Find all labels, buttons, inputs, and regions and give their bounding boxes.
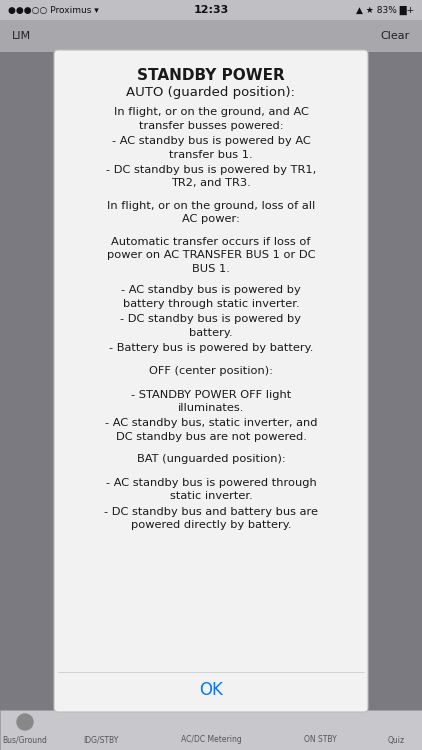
Text: - STANDBY POWER OFF light
illuminates.: - STANDBY POWER OFF light illuminates. [131, 389, 291, 413]
Text: STANDBY POWER: STANDBY POWER [137, 68, 285, 83]
Text: In flight, or on the ground, loss of all
AC power:: In flight, or on the ground, loss of all… [107, 201, 315, 224]
Circle shape [17, 714, 33, 730]
Text: Clear: Clear [381, 31, 410, 41]
Text: 12:33: 12:33 [193, 5, 229, 15]
Text: - AC standby bus is powered through
static inverter.: - AC standby bus is powered through stat… [106, 478, 316, 501]
Text: - Battery bus is powered by battery.: - Battery bus is powered by battery. [109, 344, 313, 353]
Text: - AC standby bus is powered by AC
transfer bus 1.: - AC standby bus is powered by AC transf… [112, 136, 310, 160]
Bar [0, 20, 422, 52]
Text: In flight, or on the ground, and AC
transfer busses powered:: In flight, or on the ground, and AC tran… [114, 107, 308, 130]
FancyBboxPatch shape [54, 50, 368, 712]
Text: ▲ ★ 83% █+: ▲ ★ 83% █+ [356, 5, 414, 14]
Text: AUTO (guarded position):: AUTO (guarded position): [127, 86, 295, 99]
Text: - DC standby bus is powered by TR1,
TR2, and TR3.: - DC standby bus is powered by TR1, TR2,… [106, 165, 316, 188]
Text: - DC standby bus and battery bus are
powered directly by battery.: - DC standby bus and battery bus are pow… [104, 506, 318, 530]
Text: BAT (unguarded position):: BAT (unguarded position): [137, 454, 285, 464]
Text: OK: OK [199, 681, 223, 699]
Text: AC/DC Metering: AC/DC Metering [181, 736, 241, 745]
Bar [0, 710, 422, 750]
Text: Bus/Ground: Bus/Ground [3, 736, 47, 745]
Text: IDG/STBY: IDG/STBY [83, 736, 119, 745]
Text: - DC standby bus is powered by
battery.: - DC standby bus is powered by battery. [121, 314, 301, 338]
Text: Quiz: Quiz [387, 736, 405, 745]
Text: - AC standby bus, static inverter, and
DC standby bus are not powered.: - AC standby bus, static inverter, and D… [105, 419, 317, 442]
Text: OFF (center position):: OFF (center position): [149, 366, 273, 376]
Text: Automatic transfer occurs if loss of
power on AC TRANSFER BUS 1 or DC
BUS 1.: Automatic transfer occurs if loss of pow… [107, 237, 315, 274]
Text: LIM: LIM [12, 31, 31, 41]
Text: ON STBY: ON STBY [303, 736, 336, 745]
Text: - AC standby bus is powered by
battery through static inverter.: - AC standby bus is powered by battery t… [121, 285, 301, 309]
Text: ●●●○○ Proximus ▾: ●●●○○ Proximus ▾ [8, 5, 99, 14]
Bar [0, 0, 422, 20]
